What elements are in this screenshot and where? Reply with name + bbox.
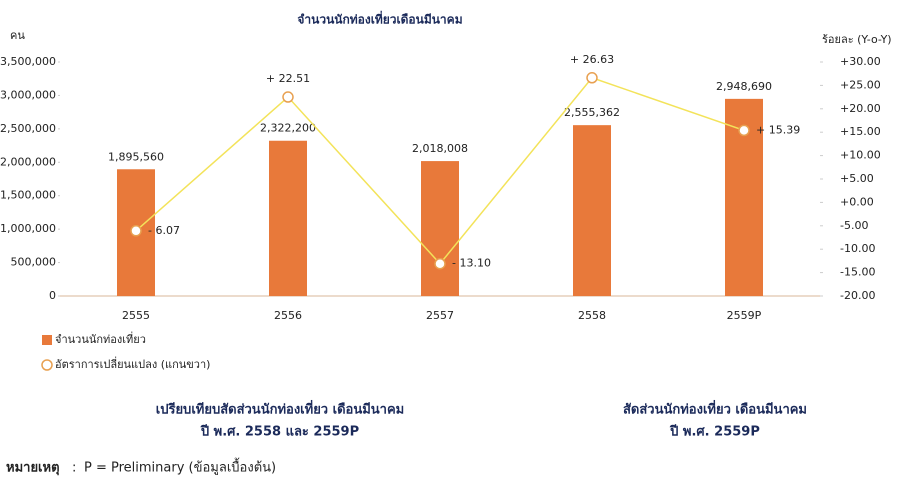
- line-value-label: + 15.39: [756, 123, 800, 136]
- note-text: P = Preliminary (ข้อมูลเบื้องต้น): [84, 458, 276, 476]
- x-tick-label: 2558: [578, 309, 606, 322]
- y2-tick-label: -15.00: [840, 266, 875, 279]
- line-marker: [738, 124, 750, 137]
- line-marker: [434, 257, 446, 270]
- y2-tick-label: -5.00: [840, 219, 868, 232]
- y2-tick-label: +20.00: [840, 102, 881, 115]
- x-tick-label: 2559P: [727, 309, 762, 322]
- bar: [421, 161, 459, 296]
- line-value-label: + 22.51: [266, 72, 310, 85]
- caption: ปี พ.ศ. 2558 และ 2559P: [200, 424, 359, 440]
- legend-swatch: [41, 359, 53, 371]
- legend-swatch: [42, 335, 52, 345]
- y-tick-label: 1,000,000: [0, 222, 56, 235]
- note-separator: :: [72, 461, 76, 476]
- bar: [269, 140, 307, 296]
- caption: ปี พ.ศ. 2559P: [669, 424, 760, 440]
- y2-axis-label: ร้อยละ (Y-o-Y): [822, 33, 892, 46]
- y-tick-label: 1,500,000: [0, 189, 56, 202]
- bar-value-label: 2,948,690: [716, 80, 772, 93]
- line-marker: [282, 91, 294, 103]
- y-tick-label: 500,000: [11, 256, 57, 269]
- y2-tick-label: +25.00: [840, 78, 881, 91]
- caption: เปรียบเทียบสัดส่วนนักท่องเที่ยว เดือนมีน…: [156, 400, 404, 418]
- y-tick-label: 2,500,000: [0, 122, 56, 135]
- note-label: หมายเหตุ: [6, 461, 60, 476]
- x-tick-label: 2555: [122, 309, 150, 322]
- y-tick-label: 3,000,000: [0, 88, 56, 101]
- chart-title: จำนวนนักท่องเที่ยวเดือนมีนาคม: [297, 11, 462, 27]
- y-axis-label: คน: [10, 29, 25, 42]
- legend-label: จำนวนนักท่องเที่ยว: [55, 331, 146, 346]
- y2-tick-label: +10.00: [840, 149, 881, 162]
- bar-value-label: 2,322,200: [260, 122, 316, 135]
- y2-tick-label: -20.00: [840, 289, 875, 302]
- y2-tick-label: -10.00: [840, 242, 875, 255]
- line-marker: [586, 72, 598, 84]
- bar-value-label: 1,895,560: [108, 150, 164, 163]
- bar: [573, 125, 611, 297]
- line-value-label: - 13.10: [452, 257, 491, 270]
- line-marker: [130, 225, 142, 237]
- y2-tick-label: +0.00: [840, 195, 874, 208]
- line-value-label: + 26.63: [570, 53, 614, 66]
- y-tick-label: 2,000,000: [0, 155, 56, 168]
- line-value-label: - 6.07: [148, 224, 180, 237]
- y2-tick-label: +5.00: [840, 172, 874, 185]
- x-tick-label: 2556: [274, 309, 302, 322]
- y-tick-label: 0: [49, 289, 56, 302]
- legend-label: อัตราการเปลี่ยนแปลง (แกนขวา): [55, 356, 210, 371]
- x-tick-label: 2557: [426, 309, 454, 322]
- bar-value-label: 2,018,008: [412, 142, 468, 155]
- bar-value-label: 2,555,362: [564, 106, 620, 119]
- y-tick-label: 3,500,000: [0, 55, 56, 68]
- y2-tick-label: +30.00: [840, 55, 881, 68]
- y2-tick-label: +15.00: [840, 125, 881, 138]
- caption: สัดส่วนนักท่องเที่ยว เดือนมีนาคม: [623, 400, 807, 418]
